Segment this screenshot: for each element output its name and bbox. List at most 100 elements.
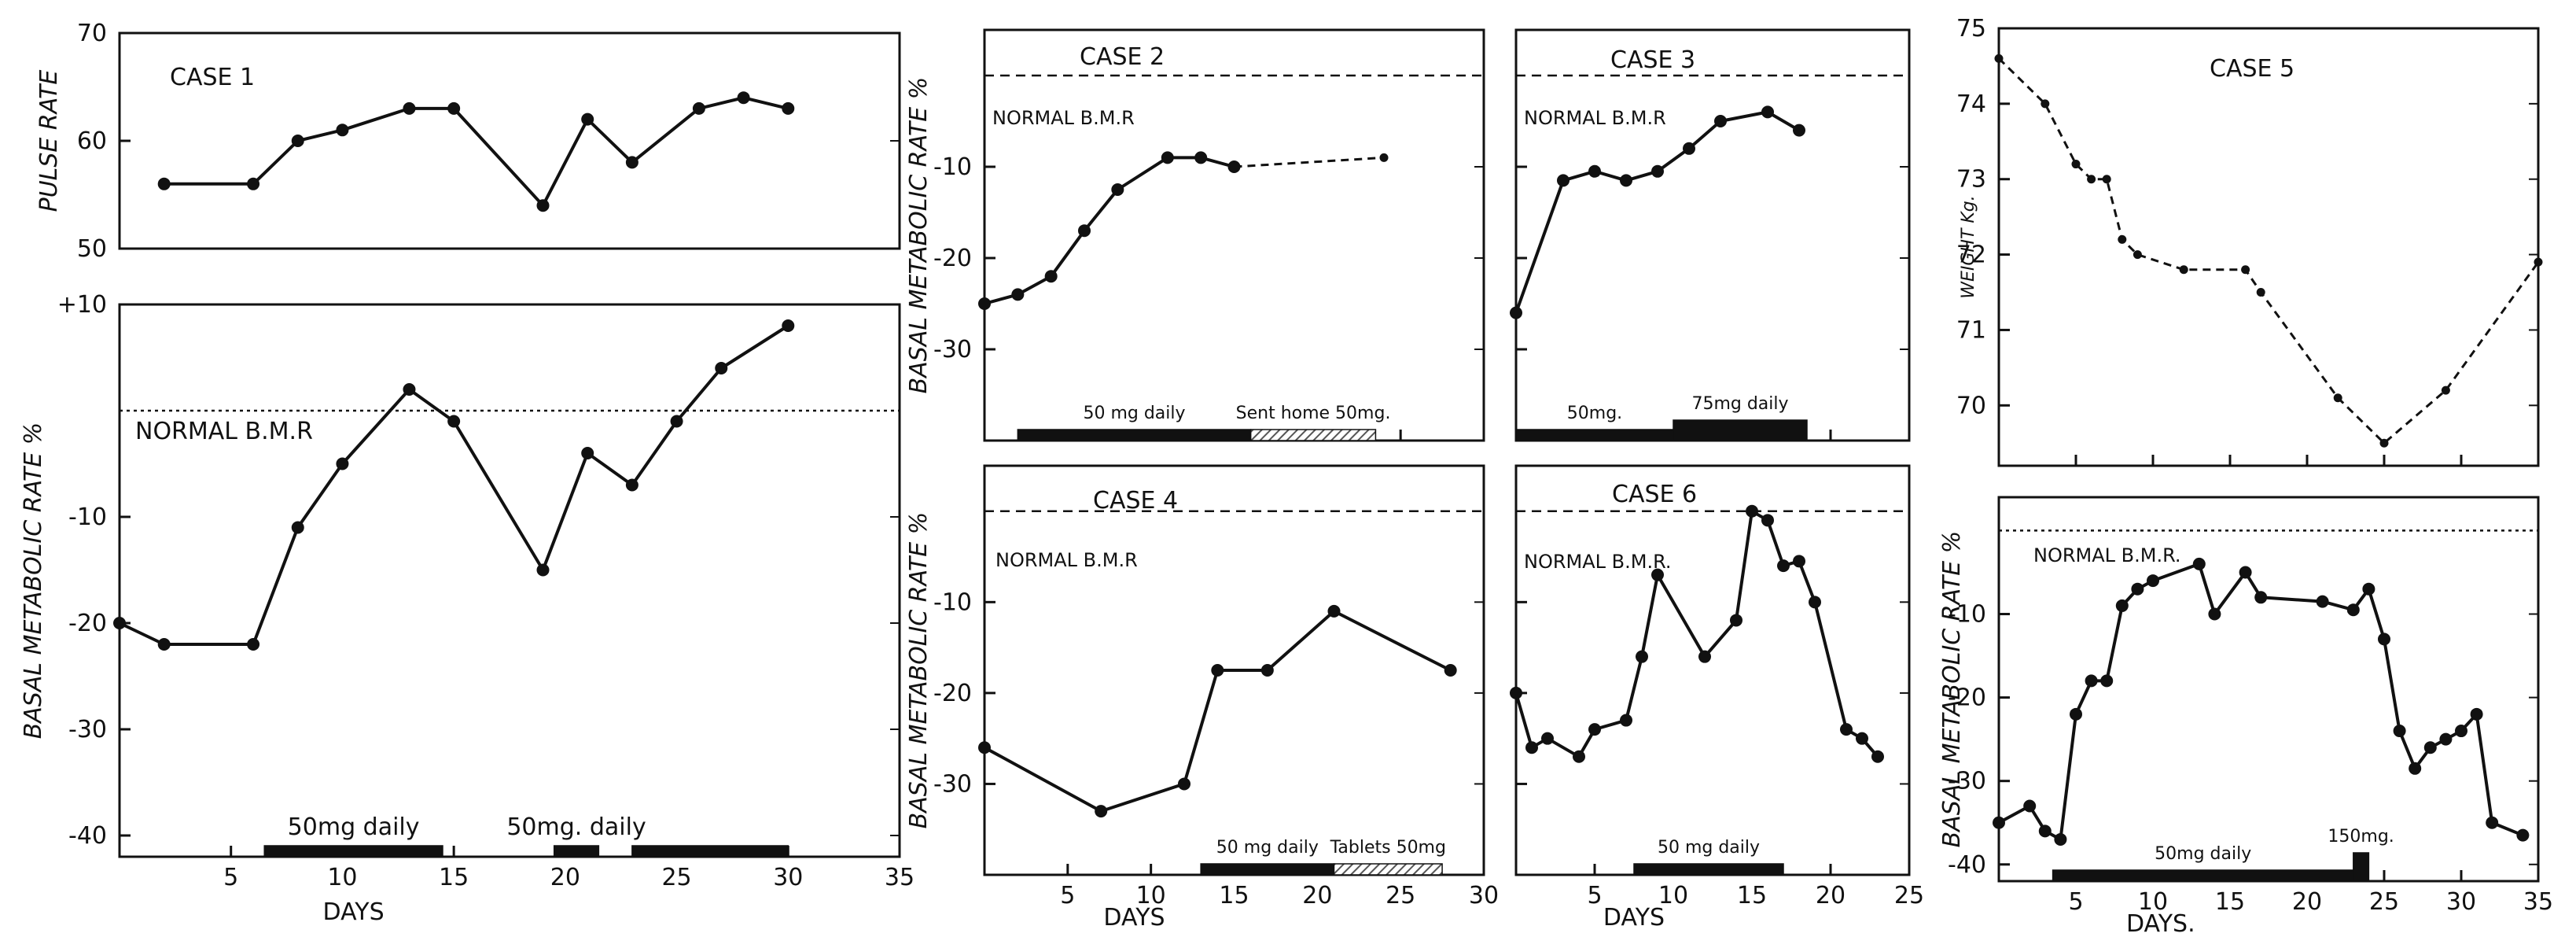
case5-bmr-data-point [2038, 824, 2052, 838]
case1-bmr-data-point [403, 383, 416, 396]
case2-bmr-data-point [1111, 183, 1124, 196]
case6-bmr-data-point [1793, 555, 1805, 568]
case1-bmr-ylabel: BASAL METABOLIC RATE % [20, 422, 47, 740]
case3-bmr-data-point [1588, 164, 1601, 178]
case1-bmr-data-point [447, 415, 461, 428]
case3-bmr-data-point [1793, 124, 1805, 137]
case4-bmr-title: CASE 4 [1093, 487, 1178, 515]
case4-bmr-xtick-label: 15 [1219, 882, 1249, 909]
case4-bmr-dose-bar [1333, 863, 1443, 876]
case2-bmr-data-point [1194, 151, 1208, 164]
case2-bmr-dose-label: Sent home 50mg. [1236, 404, 1391, 423]
case1-pulse-data-point [336, 124, 349, 137]
case5-bmr-xlabel: DAYS. [2126, 910, 2195, 938]
case1-bmr-data-point [536, 563, 550, 577]
case5-weight-data-point [2333, 393, 2342, 403]
case5-weight-data-point [2102, 175, 2111, 184]
case5-bmr-data-point [2208, 607, 2221, 621]
case1-pulse-data-point [447, 101, 461, 115]
case1-bmr-xtick-label: 30 [773, 864, 803, 891]
case1-bmr-normal-label: NORMAL B.M.R [135, 418, 313, 445]
case3-bmr-dose-label: 75mg daily [1691, 394, 1788, 414]
case6-bmr-normal-label: NORMAL B.M.R. [1524, 551, 1672, 573]
case5-bmr-data-point [2409, 762, 2422, 775]
case5-bmr-data-point [2470, 707, 2483, 721]
case6-bmr-panel: 5 10 15 20 25 DAYS CASE 6 NORMAL B.M.R. 50 mg da… [1510, 464, 1924, 931]
case2-bmr-frame [983, 28, 1485, 442]
case5-weight-data-point [2179, 265, 2188, 275]
case5-bmr-ytick-label: -10 [1948, 601, 1986, 629]
case1-pulse-data-point [403, 101, 416, 115]
case5-weight-ytick-label: 72 [1956, 242, 1986, 269]
case1-bmr-ytick-label: -20 [68, 610, 107, 637]
case5-bmr-ytick-label: -30 [1948, 768, 1986, 795]
case1-bmr-data-point [113, 617, 126, 629]
case2-bmr-ylabel: BASAL METABOLIC RATE % [905, 77, 933, 394]
case5-weight-data-point [2379, 438, 2389, 448]
case6-bmr-title: CASE 6 [1612, 481, 1697, 508]
case5-weight-data-point [2241, 265, 2250, 275]
case1-pulse-title: CASE 1 [170, 64, 255, 91]
case4-bmr-xtick-label: 25 [1386, 882, 1415, 909]
case6-bmr-dose-bar [1633, 863, 1784, 876]
case2-bmr-data-point [978, 297, 991, 310]
case5-weight-data-point [1994, 53, 2004, 63]
case5-bmr-data-point [2346, 603, 2360, 617]
case6-bmr-data-point [1761, 514, 1774, 527]
case1-bmr-ytick-label: -10 [68, 504, 107, 531]
case4-bmr-data-point [1444, 664, 1457, 677]
case6-bmr-data-point [1573, 750, 1585, 763]
case1-bmr-dose-label: 50mg daily [288, 813, 420, 841]
case4-bmr-xtick-label: 30 [1469, 882, 1499, 909]
case2-bmr-dose-bar [1017, 429, 1252, 441]
case5-bmr-data-point [2192, 557, 2206, 570]
case2-bmr-ytick-label: -30 [933, 336, 972, 363]
case4-bmr-series-line [984, 609, 1452, 813]
case5-bmr-dose-bar [2052, 869, 2354, 882]
case3-bmr-data-point [1683, 142, 1695, 155]
case1-bmr-xtick-label: 35 [885, 864, 914, 891]
case4-bmr-data-point [1327, 604, 1341, 618]
case1-bmr-data-point [157, 638, 171, 651]
case5-weight-ytick-label: 74 [1956, 90, 1986, 118]
case5-weight-data-point [2118, 234, 2127, 244]
case3-bmr-normal-label: NORMAL B.M.R [1524, 107, 1666, 129]
case6-bmr-data-point [1620, 714, 1632, 727]
case1-pulse-panel: 50 60 70 PULSE RATE CASE 1 [35, 20, 901, 263]
case5-bmr-data-point [2486, 816, 2499, 829]
case1-bmr-xtick-label: 10 [327, 864, 357, 891]
case4-bmr-dose-label: Tablets 50mg [1330, 838, 1446, 858]
case6-bmr-data-point [1871, 750, 1884, 763]
case5-weight-title: CASE 5 [2210, 55, 2294, 83]
case2-bmr-ytick-label: -20 [933, 245, 972, 272]
case3-bmr-dose-bar [1515, 429, 1674, 441]
case3-bmr-data-point [1510, 306, 1522, 319]
case5-bmr-data-point [2423, 741, 2437, 754]
case6-bmr-xtick-label: 5 [1587, 882, 1602, 909]
case5-bmr-data-point [2455, 725, 2467, 738]
case1-bmr-ytick-label: +10 [57, 291, 107, 319]
case5-bmr-xtick-label: 10 [2138, 888, 2168, 916]
case5-bmr-data-point [2254, 591, 2268, 604]
case5-bmr-data-point [2393, 725, 2406, 738]
case5-weight-ytick-label: 71 [1956, 316, 1986, 344]
case1-bmr-data-point [670, 415, 683, 428]
case6-bmr-data-point [1510, 686, 1522, 699]
case1-pulse-data-point [536, 199, 550, 212]
case5-weight-data-point [2256, 288, 2265, 297]
case6-bmr-frame [1514, 464, 1911, 876]
case6-bmr-data-point [1840, 723, 1853, 736]
case3-bmr-dose-bar [1673, 419, 1808, 441]
case5-bmr-data-point [2439, 732, 2453, 746]
case1-pulse-ytick-label: 60 [77, 127, 107, 155]
case3-bmr-dose-label: 50mg. [1567, 404, 1622, 423]
case4-bmr-data-point [1211, 664, 1224, 677]
case1-bmr-ytick-label: -30 [68, 716, 107, 743]
case1-bmr-frame [118, 303, 901, 858]
case1-pulse-ytick-label: 50 [77, 235, 107, 263]
case5-weight-data-point [2087, 175, 2096, 184]
case5-bmr-data-point [2115, 599, 2129, 612]
case4-bmr-panel: -10 -20 -30 5 10 15 20 25 30 DAYS BASAL METABOLIC … [905, 464, 1499, 931]
